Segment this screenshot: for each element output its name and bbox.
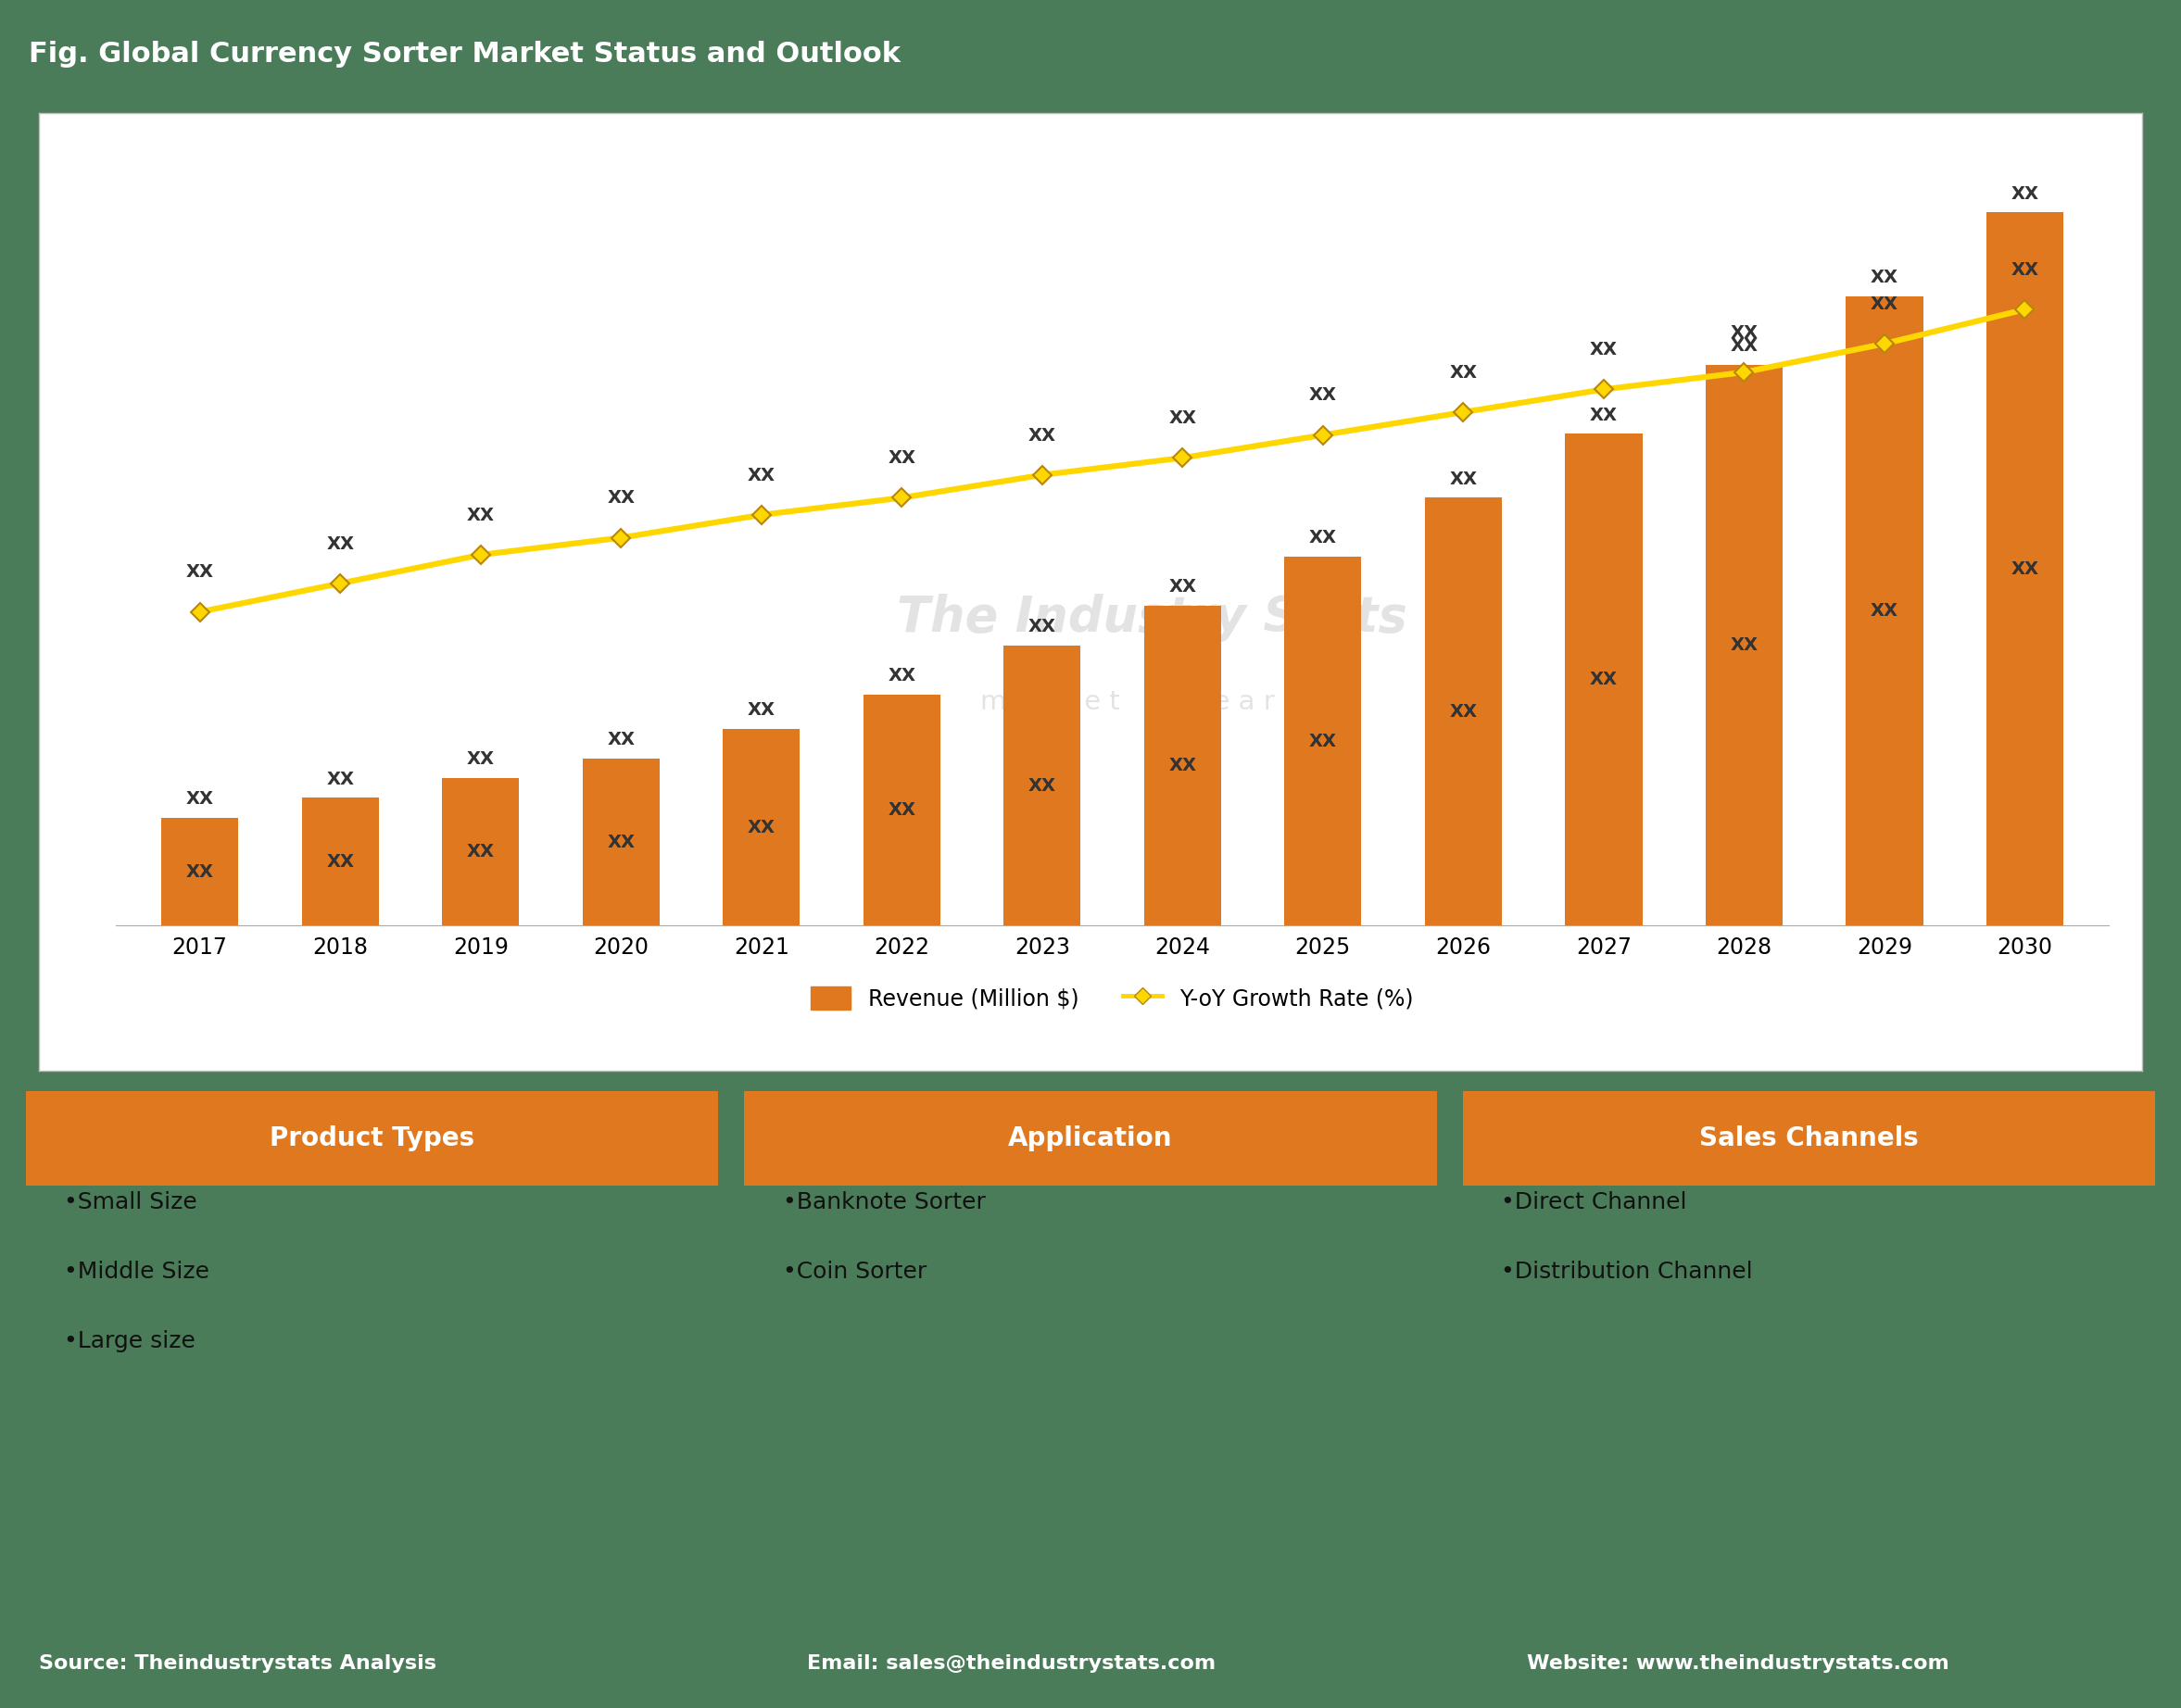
Bar bbox=[1143, 606, 1221, 926]
Bar bbox=[1566, 434, 1642, 926]
Text: XX: XX bbox=[467, 844, 495, 861]
Bar bbox=[1987, 212, 2063, 926]
Text: XX: XX bbox=[327, 852, 353, 871]
Text: XX: XX bbox=[1169, 410, 1197, 427]
Text: XX: XX bbox=[1169, 579, 1197, 596]
Text: XX: XX bbox=[327, 770, 353, 787]
Text: XX: XX bbox=[1309, 386, 1337, 405]
Bar bbox=[1845, 295, 1924, 926]
Text: XX: XX bbox=[1590, 342, 1618, 359]
Text: XX: XX bbox=[1309, 733, 1337, 750]
Text: XX: XX bbox=[185, 564, 214, 581]
Text: •Distribution Channel: •Distribution Channel bbox=[1501, 1261, 1754, 1283]
Text: XX: XX bbox=[606, 731, 635, 748]
Text: XX: XX bbox=[1730, 325, 1758, 342]
Text: XX: XX bbox=[1590, 407, 1618, 424]
Text: XX: XX bbox=[1309, 529, 1337, 547]
Text: XX: XX bbox=[2011, 560, 2039, 577]
Text: Application: Application bbox=[1008, 1126, 1173, 1151]
Text: XX: XX bbox=[1027, 618, 1056, 635]
Text: XX: XX bbox=[888, 801, 916, 818]
Bar bbox=[1424, 497, 1503, 926]
Text: XX: XX bbox=[606, 834, 635, 851]
Text: XX: XX bbox=[1027, 427, 1056, 444]
Bar bbox=[301, 798, 379, 926]
Bar bbox=[1463, 1091, 2155, 1185]
Text: Website: www.theindustrystats.com: Website: www.theindustrystats.com bbox=[1527, 1653, 1950, 1672]
Text: XX: XX bbox=[1730, 338, 1758, 355]
Bar bbox=[443, 779, 519, 926]
Text: XX: XX bbox=[185, 863, 214, 880]
Text: XX: XX bbox=[888, 449, 916, 466]
Text: m a r k e t   r e s e a r c h: m a r k e t r e s e a r c h bbox=[981, 690, 1324, 716]
Text: XX: XX bbox=[1450, 470, 1477, 488]
Text: XX: XX bbox=[1450, 364, 1477, 381]
Text: XX: XX bbox=[888, 666, 916, 685]
Bar bbox=[26, 1091, 718, 1185]
Text: •Banknote Sorter: •Banknote Sorter bbox=[783, 1190, 986, 1213]
Text: XX: XX bbox=[1027, 777, 1056, 794]
Text: XX: XX bbox=[748, 466, 774, 483]
Text: XX: XX bbox=[467, 750, 495, 769]
Text: Fig. Global Currency Sorter Market Status and Outlook: Fig. Global Currency Sorter Market Statu… bbox=[28, 41, 901, 68]
Text: XX: XX bbox=[1871, 268, 1897, 287]
Legend: Revenue (Million $), Y-oY Growth Rate (%): Revenue (Million $), Y-oY Growth Rate (%… bbox=[803, 979, 1422, 1018]
Text: •Direct Channel: •Direct Channel bbox=[1501, 1190, 1686, 1213]
Text: XX: XX bbox=[1590, 671, 1618, 688]
Text: Product Types: Product Types bbox=[270, 1126, 475, 1151]
Bar bbox=[864, 695, 940, 926]
Bar bbox=[161, 818, 238, 926]
Bar bbox=[582, 758, 659, 926]
Text: XX: XX bbox=[1871, 603, 1897, 620]
Bar bbox=[1706, 366, 1782, 926]
Bar bbox=[722, 729, 800, 926]
Text: •Coin Sorter: •Coin Sorter bbox=[783, 1261, 927, 1283]
Text: XX: XX bbox=[1450, 704, 1477, 721]
Bar bbox=[744, 1091, 1437, 1185]
Text: XX: XX bbox=[1169, 757, 1197, 775]
Text: The Industry Stats: The Industry Stats bbox=[896, 594, 1407, 642]
Text: XX: XX bbox=[467, 507, 495, 524]
Bar bbox=[1003, 646, 1082, 926]
Text: Source: Theindustrystats Analysis: Source: Theindustrystats Analysis bbox=[39, 1653, 436, 1672]
Text: XX: XX bbox=[606, 488, 635, 507]
Text: XX: XX bbox=[1871, 295, 1897, 313]
Text: XX: XX bbox=[2011, 261, 2039, 278]
Text: XX: XX bbox=[748, 818, 774, 837]
Text: XX: XX bbox=[327, 535, 353, 553]
Text: •Large size: •Large size bbox=[63, 1331, 196, 1353]
Text: Email: sales@theindustrystats.com: Email: sales@theindustrystats.com bbox=[807, 1653, 1215, 1672]
Text: Sales Channels: Sales Channels bbox=[1699, 1126, 1919, 1151]
Text: •Small Size: •Small Size bbox=[63, 1190, 198, 1213]
Bar bbox=[1285, 557, 1361, 926]
Text: •Middle Size: •Middle Size bbox=[63, 1261, 209, 1283]
Text: XX: XX bbox=[1730, 637, 1758, 654]
Text: XX: XX bbox=[748, 702, 774, 719]
Text: XX: XX bbox=[185, 789, 214, 808]
Text: XX: XX bbox=[2011, 184, 2039, 203]
